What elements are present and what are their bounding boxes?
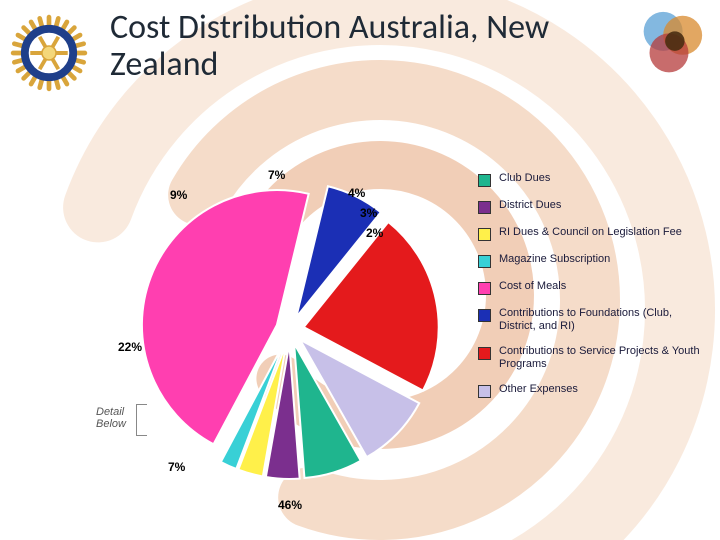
pct-label-meals: 46% — [278, 498, 302, 512]
legend-item-clubdues: Club Dues — [478, 172, 708, 187]
legend-swatch-ridues — [478, 228, 491, 241]
legend-swatch-meals — [478, 282, 491, 295]
legend-item-foundations: Contributions to Foundations (Club, Dist… — [478, 307, 708, 333]
pct-label-other: 9% — [170, 188, 187, 202]
legend-label-ridues: RI Dues & Council on Legislation Fee — [499, 226, 682, 239]
rotary-logo-icon — [10, 14, 88, 92]
legend-item-serviceproj: Contributions to Service Projects & Yout… — [478, 345, 708, 371]
legend-swatch-magazine — [478, 255, 491, 268]
detail-below-note: DetailBelow — [96, 406, 126, 430]
venn-logo-icon — [630, 8, 708, 86]
legend-item-meals: Cost of Meals — [478, 280, 708, 295]
legend-item-other: Other Expenses — [478, 383, 708, 398]
pct-label-serviceproj: 22% — [118, 340, 142, 354]
chart-legend: Club Dues District Dues RI Dues & Council … — [478, 172, 708, 410]
legend-label-other: Other Expenses — [499, 383, 578, 396]
pct-label-clubdues: 7% — [268, 168, 285, 182]
legend-label-districtdues: District Dues — [499, 199, 561, 212]
legend-swatch-serviceproj — [478, 347, 491, 360]
legend-item-ridues: RI Dues & Council on Legislation Fee — [478, 226, 708, 241]
legend-label-clubdues: Club Dues — [499, 172, 550, 185]
legend-label-magazine: Magazine Subscription — [499, 253, 610, 266]
legend-item-districtdues: District Dues — [478, 199, 708, 214]
pct-label-foundations: 7% — [168, 460, 185, 474]
legend-swatch-districtdues — [478, 201, 491, 214]
pct-label-districtdues: 4% — [348, 186, 365, 200]
legend-swatch-foundations — [478, 309, 491, 322]
legend-swatch-other — [478, 385, 491, 398]
page-title: Cost Distribution Australia, New Zealand — [110, 10, 590, 83]
detail-bracket — [136, 404, 147, 436]
legend-label-meals: Cost of Meals — [499, 280, 566, 293]
pct-label-ridues: 3% — [360, 206, 377, 220]
legend-swatch-clubdues — [478, 174, 491, 187]
legend-label-serviceproj: Contributions to Service Projects & Yout… — [499, 345, 708, 371]
pct-label-magazine: 2% — [366, 226, 383, 240]
legend-item-magazine: Magazine Subscription — [478, 253, 708, 268]
pie-chart: 46% 7% 22% 9% 7% 4% 3% 2% DetailBelow — [60, 150, 480, 530]
slide-root: Cost Distribution Australia, New Zealand… — [0, 0, 720, 540]
legend-label-foundations: Contributions to Foundations (Club, Dist… — [499, 307, 708, 333]
